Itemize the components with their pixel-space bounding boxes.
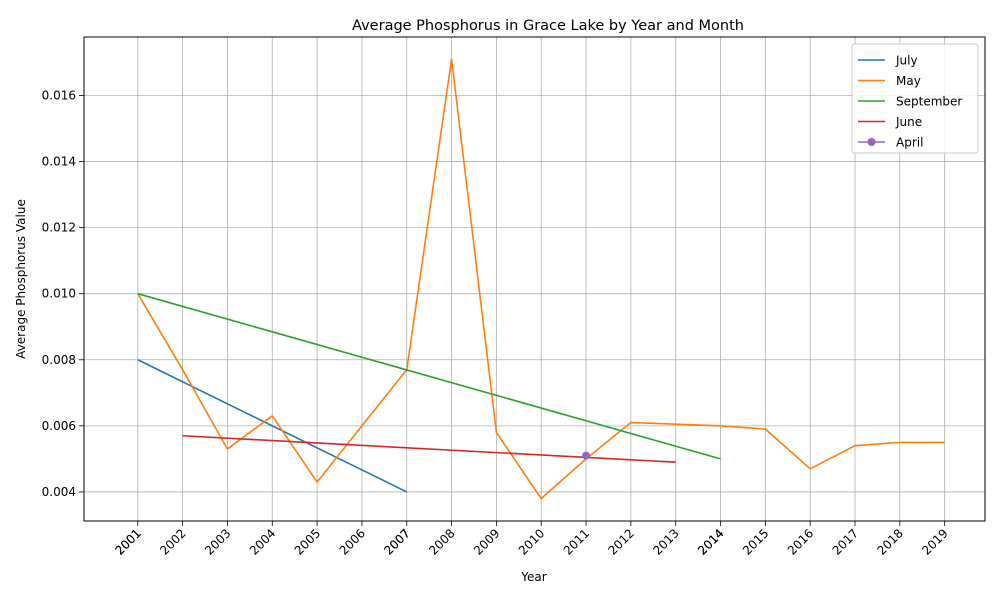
y-tick-label: 0.010 (42, 287, 76, 301)
series-line-may (137, 58, 945, 500)
series-lines (137, 58, 945, 500)
y-tick-label: 0.012 (42, 221, 76, 235)
legend: July May September June April (851, 43, 979, 154)
legend-box (851, 43, 979, 154)
series-line-september (137, 292, 721, 460)
legend-label-july: July (895, 54, 918, 68)
legend-label-may: May (896, 74, 921, 88)
series-line-july (137, 359, 408, 493)
y-tick-label: 0.014 (42, 155, 76, 169)
legend-label-june: June (895, 115, 922, 129)
y-tick-label: 0.006 (42, 419, 76, 433)
y-axis-label: Average Phosphorus Value (14, 199, 28, 359)
legend-marker-april (867, 138, 876, 146)
data-point-april (582, 451, 591, 460)
series-line-june (182, 434, 676, 463)
plot-frame (83, 36, 986, 522)
x-axis-label: Year (520, 570, 546, 584)
legend-label-september: September (896, 95, 962, 109)
y-tick-label: 0.016 (42, 88, 76, 102)
chart-title: Average Phosphorus in Grace Lake by Year… (352, 18, 744, 34)
legend-label-april: April (896, 136, 923, 150)
y-tick-label: 0.004 (42, 485, 76, 499)
grid-lines (84, 37, 985, 521)
y-tick-label: 0.008 (42, 353, 76, 367)
y-axis-ticks: 0.004 0.006 0.008 0.010 0.012 0.014 0.016 (42, 88, 84, 499)
